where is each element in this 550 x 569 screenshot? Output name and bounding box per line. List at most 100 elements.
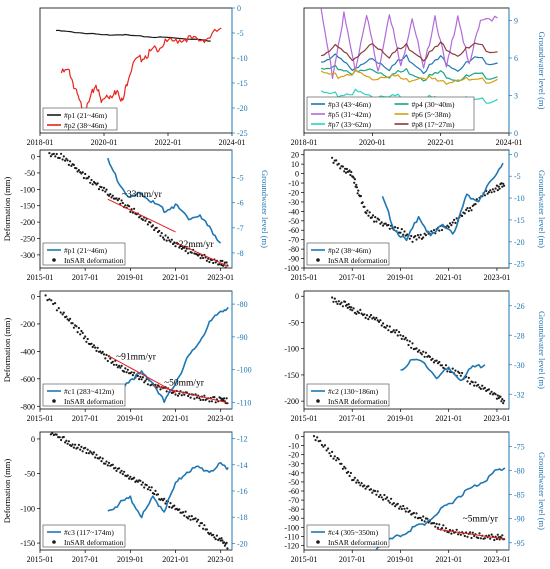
deformation-point (58, 156, 61, 160)
deformation-point (312, 435, 316, 438)
deformation-point (189, 518, 192, 521)
deformation-point (355, 312, 358, 315)
y-left-tick-label: 0 (295, 170, 299, 179)
deformation-point (84, 446, 87, 449)
x-tick-label: 2021-01 (162, 414, 189, 423)
deformation-point (365, 212, 368, 215)
deformation-point (435, 359, 438, 362)
deformation-point (415, 347, 418, 350)
deformation-point (392, 329, 395, 332)
deformation-point (94, 456, 97, 459)
deformation-point (64, 441, 67, 444)
deformation-point (72, 163, 75, 166)
legend-entry: #c1 (283~412m) (64, 387, 115, 396)
y-left-tick-label: -10 (288, 179, 299, 188)
deformation-point (407, 343, 410, 347)
deformation-point (221, 259, 224, 263)
y-left-tick-label: -80 (288, 245, 299, 254)
deformation-point (400, 337, 403, 340)
deformation-point (139, 375, 142, 378)
y-left-tick-label: -20 (288, 188, 299, 197)
deformation-point (174, 393, 177, 396)
deformation-point (394, 331, 397, 334)
deformation-point (399, 334, 402, 337)
panel-top-right: 2018-01 2020-01 2022-01 2024-010 3 6 9 Groundwa… (291, 7, 547, 147)
deformation-point (119, 471, 122, 474)
y-right-tick-label: 0 (514, 150, 518, 159)
deformation-point (101, 350, 104, 353)
deformation-point (77, 326, 80, 330)
deformation-point (188, 515, 191, 518)
legend-entry: InSAR deformation (328, 256, 388, 265)
plot-area (331, 296, 506, 405)
deformation-point (473, 534, 476, 538)
deformation-point (333, 455, 336, 458)
deformation-point (495, 397, 498, 400)
deformation-point (223, 397, 226, 400)
deformation-point (501, 398, 504, 401)
deformation-point (469, 206, 472, 210)
deformation-point (337, 162, 340, 165)
deformation-point (470, 536, 473, 540)
trend-annotation: ~91mm/yr (116, 352, 157, 362)
deformation-point (369, 313, 373, 317)
deformation-point (169, 240, 172, 243)
x-tick-label: 2021-01 (162, 273, 189, 282)
deformation-point (91, 183, 94, 186)
y-left-label: Deformation (mm) (2, 459, 12, 524)
deformation-point (168, 239, 171, 242)
deformation-point (450, 532, 453, 535)
deformation-point (467, 376, 470, 379)
deformation-point (203, 394, 206, 397)
deformation-point (383, 493, 386, 497)
deformation-point (501, 185, 504, 188)
legend-entry: #p2 (38~46m) (328, 246, 372, 255)
deformation-point (319, 439, 322, 442)
deformation-point (420, 519, 423, 522)
deformation-point (168, 505, 171, 509)
legend-box (306, 524, 390, 548)
trend-line (107, 198, 176, 233)
deformation-point (373, 489, 377, 493)
deformation-point (99, 456, 102, 459)
deformation-point (91, 345, 94, 349)
deformation-point (367, 485, 370, 488)
deformation-point (139, 479, 142, 482)
deformation-point (408, 509, 411, 512)
deformation-point (219, 397, 222, 400)
deformation-point (461, 371, 464, 375)
deformation-point (149, 221, 152, 224)
deformation-point (418, 236, 421, 239)
deformation-point (379, 319, 382, 322)
deformation-point (72, 326, 75, 329)
deformation-point (141, 218, 144, 221)
deformation-point (343, 465, 346, 468)
groundwater-line (375, 467, 506, 550)
deformation-point (101, 189, 104, 192)
deformation-point (375, 316, 378, 319)
deformation-point (143, 486, 146, 489)
deformation-point (376, 490, 379, 493)
deformation-point (380, 496, 383, 499)
x-tick-label: 2023-01 (484, 414, 511, 423)
deformation-point (332, 457, 335, 460)
deformation-point (387, 223, 390, 227)
series-line-0 (321, 53, 498, 75)
legend-swatch (52, 258, 56, 262)
y-right-label: Groundwater level (m) (537, 452, 547, 530)
y-right-tick-label: -90 (514, 515, 525, 524)
deformation-point (349, 471, 352, 475)
deformation-point (55, 433, 58, 436)
deformation-point (136, 480, 139, 483)
deformation-point (388, 325, 391, 328)
deformation-point (87, 452, 90, 455)
panel-c2: 2015-01 2017-01 2019-01 2021-01 2023-01 -26 -2… (284, 290, 547, 423)
y-right-tick-label: -80 (514, 467, 525, 476)
deformation-point (65, 315, 68, 318)
deformation-point (490, 390, 493, 393)
deformation-point (183, 246, 186, 249)
deformation-point (197, 518, 200, 521)
series-line-0 (55, 29, 211, 42)
deformation-point (159, 234, 162, 237)
deformation-point (396, 226, 399, 230)
